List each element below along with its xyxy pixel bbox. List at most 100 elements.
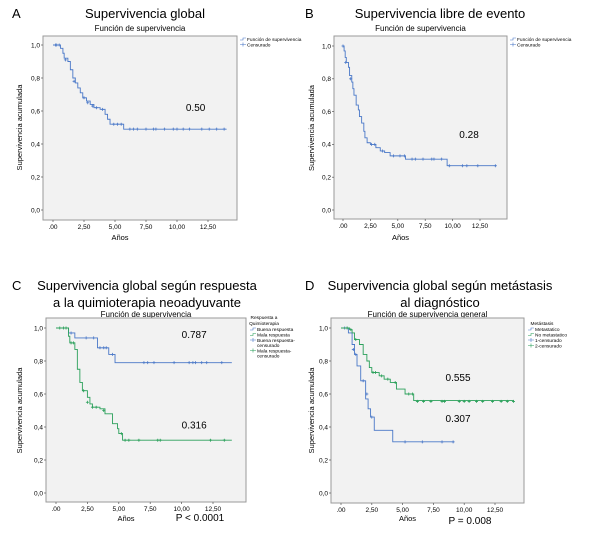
censor-mark — [457, 399, 461, 403]
x-tick-label: 12,50 — [205, 506, 222, 513]
legend-line-icon — [528, 333, 534, 336]
y-tick-label: 0,2 — [34, 457, 43, 464]
censor-mark — [475, 399, 479, 403]
censor-mark — [58, 326, 62, 330]
panel-letter: A — [12, 6, 21, 21]
x-tick-label: .00 — [338, 223, 347, 230]
censor-mark — [156, 438, 160, 442]
chart-title: al diagnóstico — [400, 295, 480, 310]
censor-mark — [415, 399, 419, 403]
y-axis-label: Supervivencia acumulada — [15, 367, 24, 454]
survival-annotation: 0.316 — [182, 421, 207, 432]
censor-mark — [493, 164, 497, 168]
censor-mark — [84, 336, 88, 340]
y-tick-label: 0,8 — [34, 358, 43, 365]
censor-mark — [171, 127, 175, 131]
plot-area — [45, 317, 247, 503]
censor-mark — [200, 361, 204, 365]
x-tick-label: .00 — [51, 506, 60, 513]
legend-censor-icon — [250, 348, 256, 353]
censor-mark — [64, 326, 68, 330]
x-tick-label: 7,50 — [144, 506, 157, 513]
y-tick-label: 0,0 — [34, 490, 43, 497]
chart-subtitle: Función de supervivencia general — [368, 310, 488, 319]
legend-label: censurado — [257, 343, 280, 349]
panel-c: C Supervivencia global según respuesta a l… — [12, 278, 295, 524]
censor-mark — [132, 127, 136, 131]
legend-label: Censurado — [517, 43, 541, 49]
x-axis-label: Años — [111, 233, 128, 242]
p-value: P = 0.008 — [449, 516, 492, 527]
censor-mark — [380, 374, 384, 378]
censor-mark — [222, 127, 226, 131]
legend-label: Función de supervivencia — [247, 37, 302, 43]
y-axis-label: Supervivencia acumulada — [307, 84, 316, 171]
x-tick-label: 10,00 — [444, 223, 461, 230]
legend-label: 1-censurado — [535, 338, 562, 344]
y-axis-label: Supervivencia acumulada — [307, 367, 316, 454]
censor-mark — [349, 328, 353, 332]
censor-mark — [94, 106, 98, 110]
legend-line-icon — [240, 37, 246, 41]
censor-mark — [146, 361, 150, 365]
censor-mark — [119, 122, 123, 126]
censor-mark — [102, 346, 106, 350]
x-tick-label: 5,00 — [396, 507, 409, 514]
x-tick-label: 5,00 — [391, 223, 404, 230]
plot-area — [333, 35, 508, 220]
censor-mark — [104, 346, 108, 350]
censor-mark — [393, 380, 397, 384]
x-tick-label: 5,00 — [112, 506, 125, 513]
censor-mark — [191, 361, 195, 365]
censor-mark — [351, 347, 355, 351]
censor-mark — [163, 127, 167, 131]
x-tick-label: .00 — [48, 224, 57, 231]
censor-mark — [476, 164, 480, 168]
x-tick-label: 12,50 — [472, 223, 489, 230]
chart-subtitle: Función de supervivencia — [375, 24, 466, 33]
legend-line-icon — [528, 327, 534, 331]
x-tick-label: 2,50 — [78, 224, 91, 231]
x-tick-label: 12,50 — [200, 224, 217, 231]
p-value: P < 0.0001 — [176, 513, 225, 524]
censor-mark — [422, 399, 426, 403]
x-tick-label: 10,00 — [456, 507, 473, 514]
legend-label: Función de supervivencia — [517, 37, 572, 43]
censor-mark — [82, 389, 86, 393]
censor-mark — [90, 405, 94, 409]
censor-mark — [402, 154, 406, 158]
x-tick-label: 2,50 — [81, 506, 94, 513]
x-tick-label: 7,50 — [427, 507, 440, 514]
legend-label: Metastatico — [535, 327, 560, 333]
legend-label: Buena respuesta — [257, 327, 294, 333]
x-tick-label: 2,50 — [364, 223, 377, 230]
censor-mark — [72, 79, 76, 83]
legend-label: No metastatico — [535, 333, 567, 339]
censor-mark — [403, 440, 407, 444]
censor-mark — [62, 326, 66, 330]
survival-curve-2 — [341, 327, 514, 402]
censor-mark — [112, 122, 116, 126]
y-tick-label: 0,4 — [322, 142, 331, 149]
plot-area — [330, 317, 525, 504]
survival-annotation: 0.28 — [459, 130, 479, 141]
censor-mark — [115, 122, 119, 126]
censor-mark — [341, 44, 345, 48]
censor-mark — [92, 336, 96, 340]
survival-annotation: 0.555 — [446, 373, 471, 384]
x-tick-label: 7,50 — [140, 224, 153, 231]
censor-mark — [72, 341, 76, 345]
legend-censor-icon — [528, 338, 534, 342]
censor-mark — [361, 379, 365, 383]
y-tick-label: 0,6 — [34, 391, 43, 398]
legend-censor-icon — [528, 343, 534, 348]
chart-subtitle: Función de supervivencia — [101, 310, 192, 319]
y-tick-label: 1,0 — [31, 42, 40, 49]
censor-mark — [94, 405, 98, 409]
x-tick-label: 5,00 — [109, 224, 122, 231]
panel-a: A Supervivencia global Función de superviv… — [12, 6, 302, 242]
y-tick-label: 0,0 — [319, 490, 328, 497]
censor-mark — [499, 399, 503, 403]
censor-mark — [398, 154, 402, 158]
